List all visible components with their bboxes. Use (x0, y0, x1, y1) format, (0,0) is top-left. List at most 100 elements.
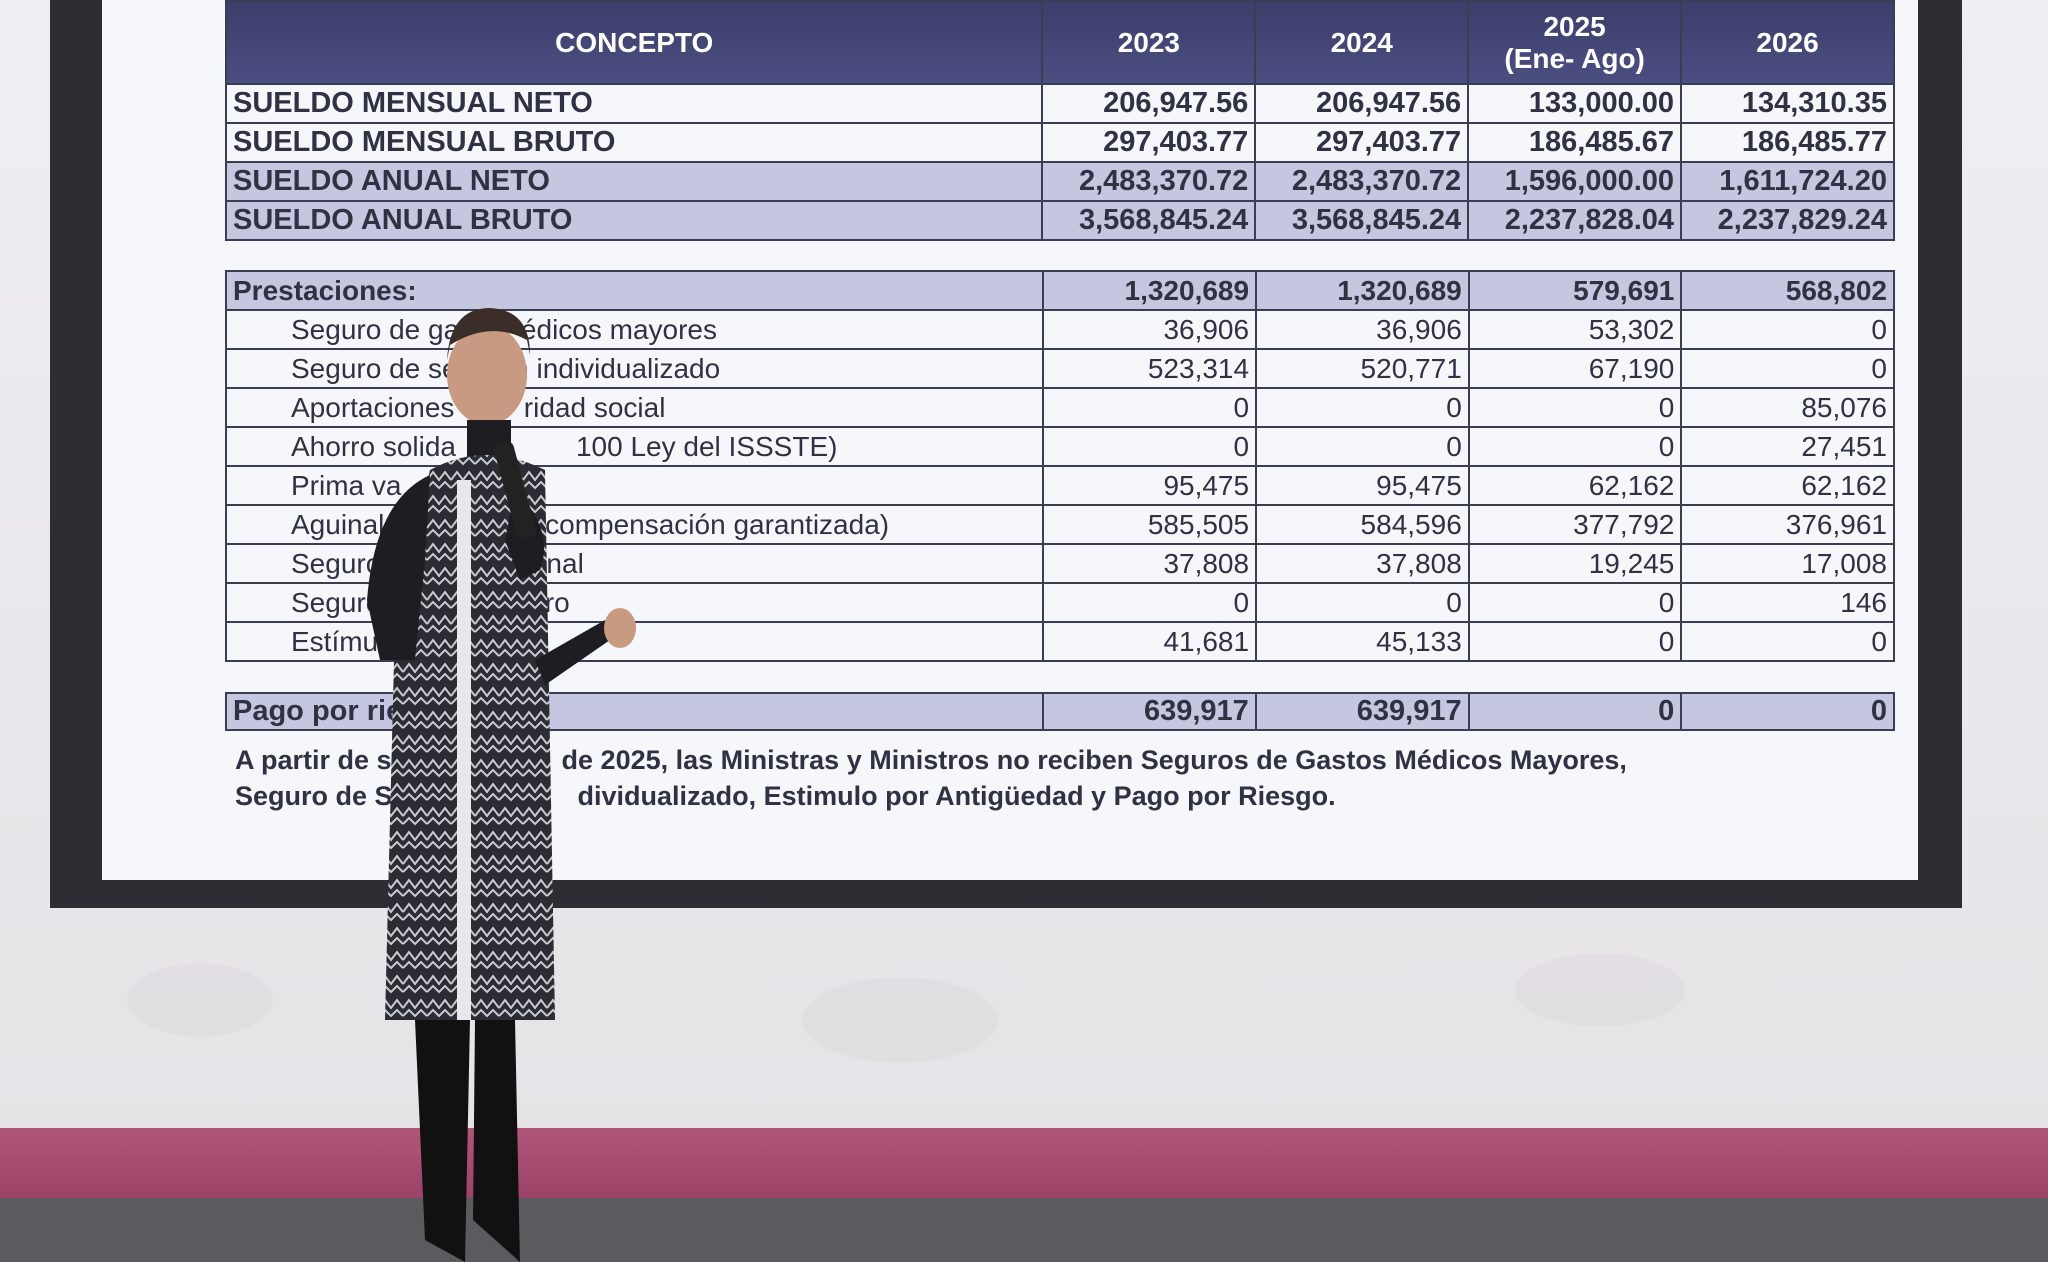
cell: 3,568,845.24 (1254, 200, 1470, 241)
left-arm (367, 475, 430, 660)
row-label: Aguinald e y compensación garantizada) (224, 504, 1045, 545)
cell: 95,475 (1255, 465, 1470, 506)
benefit-row: Aguinald e y compensación garantizada) 585… (224, 504, 1895, 545)
dress-stripe (457, 480, 471, 1020)
cell: 1,596,000.00 (1467, 161, 1683, 202)
wall-pattern (0, 900, 2048, 1130)
label-visible-right: e y compensación garantizada) (499, 508, 890, 540)
cell: 297,403.77 (1254, 122, 1470, 163)
salary-row: SUELDO ANUAL NETO 2,483,370.72 2,483,370.7… (224, 161, 1895, 202)
cell: 523,314 (1042, 348, 1258, 389)
row-label: Seguro d ional (224, 543, 1045, 584)
header-2025-period: (Ene- Ago) (1504, 42, 1645, 74)
row-label: Prima va (224, 465, 1045, 506)
benefit-row: Seguro d ional 37,808 37,808 19,245 17,008 (224, 543, 1895, 584)
cell: 639,917 (1254, 692, 1470, 731)
cell: 0 (1680, 309, 1895, 350)
salary-row: SUELDO MENSUAL BRUTO 297,403.77 297,403.77… (224, 122, 1895, 163)
cell: 1,611,724.20 (1680, 161, 1895, 202)
prestaciones-label: Prestaciones: (224, 270, 1045, 311)
row-label: Ahorro solida 100 Ley del ISSSTE) (224, 426, 1045, 467)
cell: 206,947.56 (1041, 83, 1257, 124)
cell: 134,310.35 (1680, 83, 1895, 124)
benefit-row: Seguro de sep n individualizado 523,314 520… (224, 348, 1895, 389)
presenter (367, 308, 636, 1262)
cell: 0 (1680, 692, 1895, 731)
right-boot (473, 1020, 520, 1262)
cell: 186,485.67 (1467, 122, 1683, 163)
benefit-row: Estímulo p 41,681 45,133 0 0 (224, 621, 1895, 662)
benefit-row: Seguro de gast édicos mayores 36,906 36,906… (224, 309, 1895, 350)
cell: 376,961 (1680, 504, 1895, 545)
label-visible-left: Seguro de sep (291, 352, 474, 384)
cell: 639,917 (1041, 692, 1257, 731)
left-boot (415, 1020, 470, 1262)
note-line2-b: dividualizado, Estimulo por Antigüedad y… (577, 781, 1336, 811)
benefit-row: Aportaciones a ridad social 0 0 0 85,076 (224, 387, 1895, 428)
header-2026: 2026 (1680, 0, 1895, 85)
table-header-row: CONCEPTO 2023 2024 2025 (Ene- Ago) 2026 (224, 0, 1895, 85)
cell: 67,190 (1467, 348, 1683, 389)
cell: 0 (1042, 387, 1258, 428)
row-label: SUELDO ANUAL NETO (224, 161, 1044, 202)
cell: 568,802 (1680, 270, 1895, 311)
cell: 206,947.56 (1254, 83, 1470, 124)
cell: 0 (1467, 387, 1683, 428)
benefits-table: Prestaciones: 1,320,689 1,320,689 579,69… (224, 270, 1895, 662)
row-label: SUELDO MENSUAL BRUTO (224, 122, 1044, 163)
header-2023: 2023 (1041, 0, 1257, 85)
cell: 146 (1680, 582, 1895, 623)
cell: 0 (1255, 582, 1470, 623)
label-visible-right: ridad social (523, 391, 666, 423)
label-visible-left: Ahorro solida (291, 430, 456, 462)
row-label: Seguro de gast édicos mayores (224, 309, 1045, 350)
cell: 3,568,845.24 (1041, 200, 1257, 241)
cell: 297,403.77 (1041, 122, 1257, 163)
cell: 2,483,370.72 (1254, 161, 1470, 202)
cell: 37,808 (1255, 543, 1470, 584)
presentation-screen: CONCEPTO 2023 2024 2025 (Ene- Ago) 2026 S… (50, 0, 1962, 908)
microphone-icon (494, 440, 536, 540)
label-visible-left: Seguro de gast (291, 313, 481, 345)
cell: 2,237,829.24 (1680, 200, 1895, 241)
benefit-row: Ahorro solida 100 Ley del ISSSTE) 0 0 0 27,45… (224, 426, 1895, 467)
cell: 0 (1467, 692, 1683, 731)
cell: 186,485.77 (1680, 122, 1895, 163)
cell: 0 (1680, 621, 1895, 662)
note-line2-a: Seguro de Se (235, 781, 408, 811)
row-label: Seguro de sep n individualizado (224, 348, 1045, 389)
label-visible-left: Prima va (291, 469, 402, 501)
cell: 62,162 (1467, 465, 1683, 506)
cell: 45,133 (1255, 621, 1470, 662)
cell: 95,475 (1042, 465, 1258, 506)
cell: 19,245 (1467, 543, 1683, 584)
head (447, 325, 527, 425)
header-2025: 2025 (Ene- Ago) (1467, 0, 1683, 85)
stage-floor (0, 1198, 2048, 1262)
cell: 0 (1042, 426, 1258, 467)
cell: 27,451 (1680, 426, 1895, 467)
prestaciones-row: Prestaciones: 1,320,689 1,320,689 579,69… (224, 270, 1895, 311)
cell: 584,596 (1255, 504, 1470, 545)
note-line1-a: A partir de s (235, 745, 392, 775)
cell: 36,906 (1042, 309, 1258, 350)
cell: 1,320,689 (1042, 270, 1258, 311)
pago-label: Pago por ries (225, 692, 1044, 731)
cell: 85,076 (1680, 387, 1895, 428)
salary-row: SUELDO ANUAL BRUTO 3,568,845.24 3,568,845.… (224, 200, 1895, 241)
cell: 36,906 (1255, 309, 1470, 350)
forearm (535, 620, 610, 685)
label-visible-right: 100 Ley del ISSSTE) (575, 430, 838, 462)
cell: 133,000.00 (1467, 83, 1683, 124)
row-label: SUELDO ANUAL BRUTO (224, 200, 1044, 241)
cell: 53,302 (1467, 309, 1683, 350)
cell: 2,483,370.72 (1041, 161, 1257, 202)
pago-row: Pago por ries 639,917 639,917 0 0 (225, 692, 1895, 731)
slide: CONCEPTO 2023 2024 2025 (Ene- Ago) 2026 S… (102, 0, 1918, 880)
cell: 520,771 (1255, 348, 1470, 389)
cell: 0 (1467, 426, 1683, 467)
cell: 37,808 (1042, 543, 1258, 584)
label-visible-right: n individualizado (513, 352, 721, 384)
pago-table: Pago por ries 639,917 639,917 0 0 (225, 692, 1895, 731)
row-label: SUELDO MENSUAL NETO (224, 83, 1044, 124)
